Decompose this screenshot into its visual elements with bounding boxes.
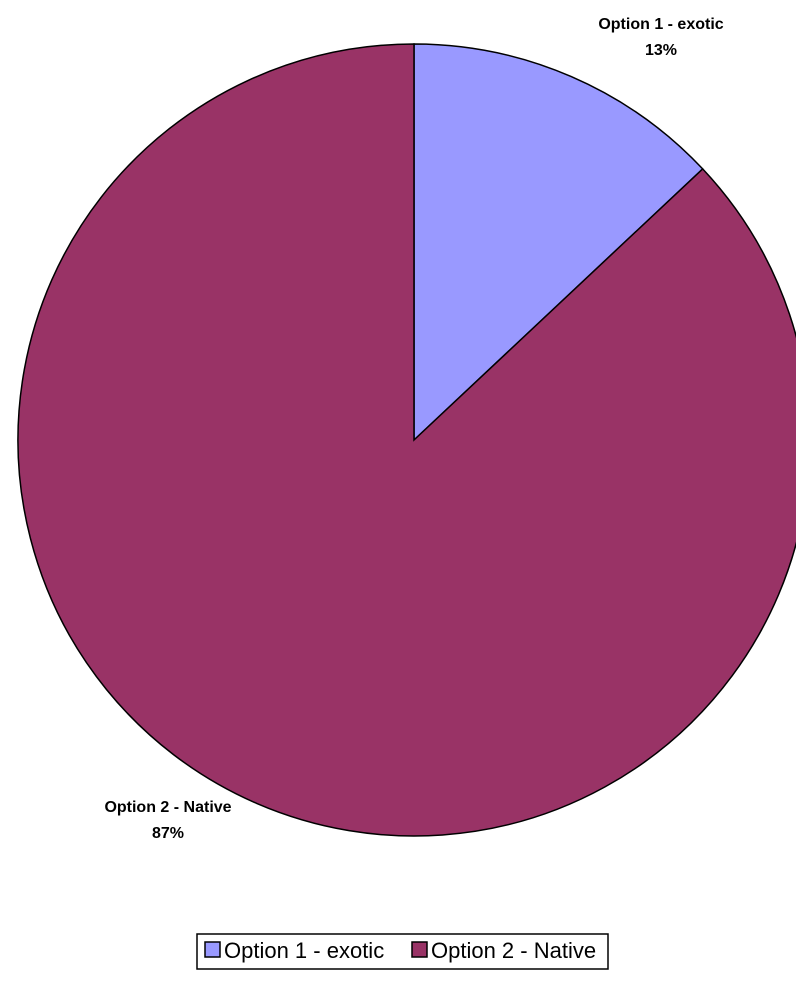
slice-label-exotic-percent: 13% bbox=[645, 42, 677, 59]
pie-slice-exotic bbox=[413, 43, 704, 442]
pie-slice-native bbox=[17, 43, 796, 837]
slice-label-native-percent: 87% bbox=[152, 825, 184, 842]
slice-label-exotic: Option 1 - exotic 13% bbox=[598, 16, 723, 59]
legend-swatch-native bbox=[411, 941, 428, 958]
pie-slices bbox=[17, 43, 796, 837]
legend-label-exotic: Option 1 - exotic bbox=[224, 938, 384, 963]
slice-label-native: Option 2 - Native 87% bbox=[104, 799, 231, 842]
slice-label-exotic-name: Option 1 - exotic bbox=[598, 16, 723, 33]
legend-box bbox=[196, 933, 609, 970]
legend-swatch-exotic bbox=[204, 941, 221, 958]
slice-label-native-name: Option 2 - Native bbox=[104, 799, 231, 816]
legend-label-native: Option 2 - Native bbox=[431, 938, 596, 963]
legend: Option 1 - exotic Option 2 - Native bbox=[196, 933, 609, 970]
